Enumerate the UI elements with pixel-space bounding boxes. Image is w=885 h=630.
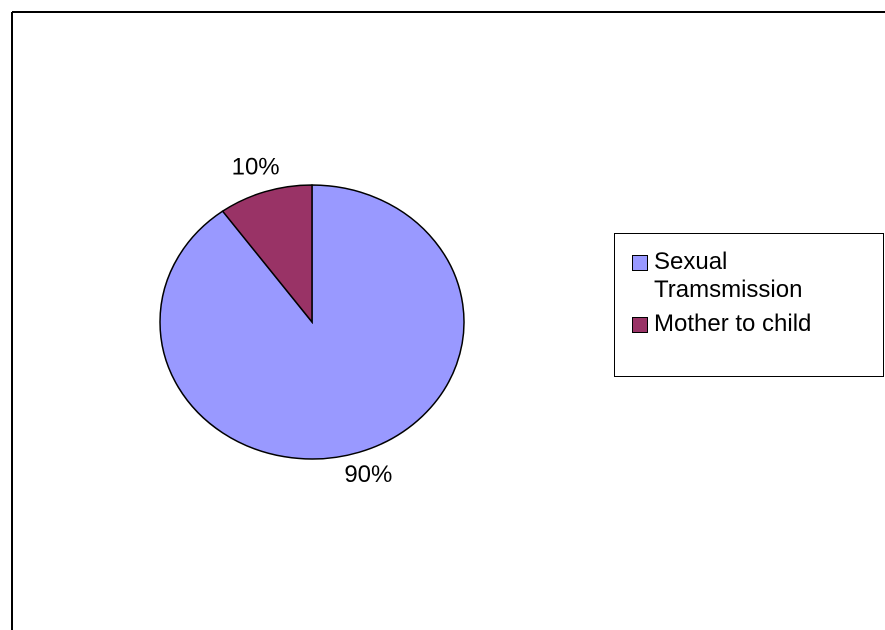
legend: Sexual Tramsmission Mother to child: [614, 233, 884, 377]
legend-swatch: [632, 317, 648, 333]
legend-label: Mother to child: [654, 310, 879, 338]
legend-item: Sexual Tramsmission: [632, 248, 883, 304]
data-label: 90%: [344, 461, 392, 488]
legend-label: Sexual Tramsmission: [654, 248, 879, 304]
legend-swatch: [632, 255, 648, 271]
page: 90% 10% Sexual Tramsmission Mother to chil…: [0, 0, 885, 630]
legend-item: Mother to child: [632, 310, 883, 338]
data-label: 10%: [232, 154, 280, 181]
